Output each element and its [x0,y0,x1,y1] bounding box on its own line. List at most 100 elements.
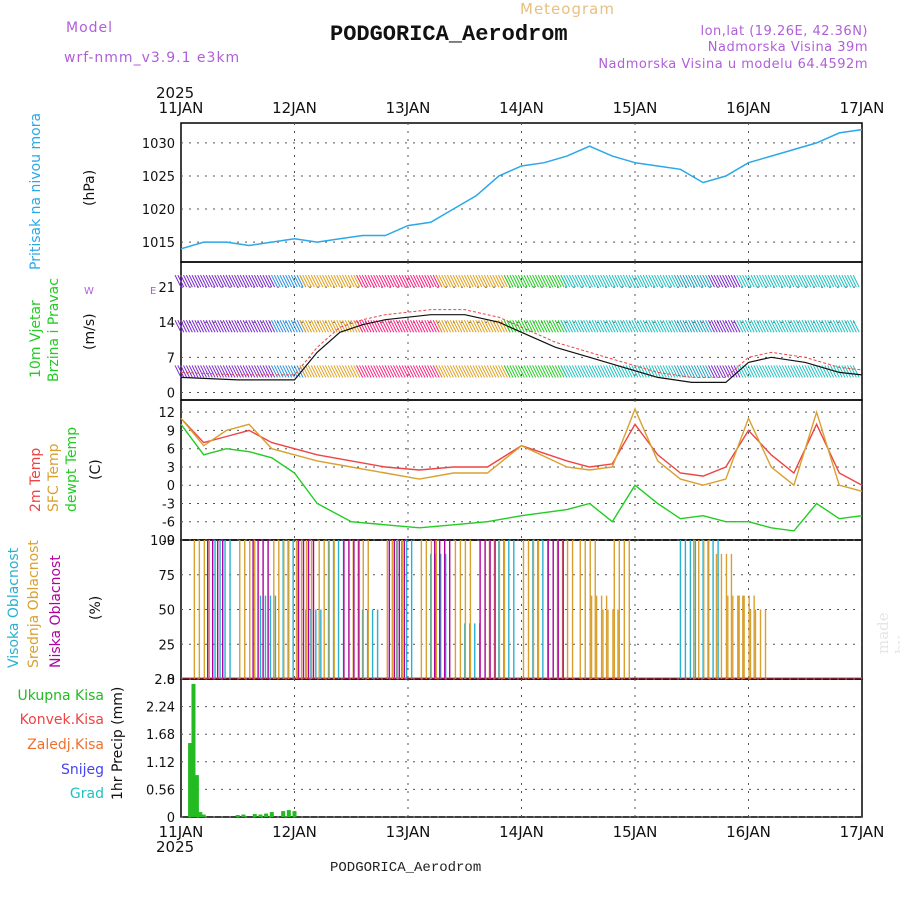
wind-barb [554,320,562,333]
wind-barb [370,365,378,378]
wind-barb [696,320,704,333]
y-tick-label: 2.8 [154,673,175,688]
wind-barb [458,320,466,333]
wind-barb [290,320,298,333]
wind-barb [620,274,627,288]
wind-barb [185,365,193,378]
wind-barb [427,320,434,333]
wind-barb [191,365,199,378]
wind-barb [648,274,656,288]
wind-barb [847,365,854,378]
wind-barb [580,274,588,288]
wind-barb [319,274,327,288]
wind-barb [611,365,619,378]
wind-barb [444,274,452,288]
wind-barb [219,274,227,288]
wind-barb [725,320,732,333]
y-tick-label: -9 [162,534,175,549]
wind-barb [727,320,735,333]
wind-barb [838,274,846,288]
wind-barb [222,274,230,288]
wind-barb [637,365,644,378]
wind-barb [327,320,335,333]
y-tick-label: 1020 [142,203,175,218]
wind-barb [776,274,783,288]
wind-barb [532,365,539,378]
precip-bar [198,812,203,817]
y-tick-label: 2.24 [146,701,175,716]
wind-barb [798,274,806,288]
wind-barb [810,365,818,378]
wind-barb [239,274,247,288]
wind-barb [645,320,653,333]
wind-barb [812,365,820,378]
wind-barb [744,274,752,288]
y-tick-label: 75 [158,569,175,584]
wind-barb [784,365,792,378]
wind-barb [475,320,483,333]
wind-barb [412,274,420,288]
wind-barb [347,320,355,333]
wind-barb [307,320,315,333]
wind-barb [534,274,542,288]
wind-barb [810,274,818,288]
wind-barb [847,320,854,333]
wind-barb [591,274,599,288]
wind-barb [387,274,395,288]
wind-barb [302,365,310,378]
wind-barb [690,274,698,288]
wind-barb [299,320,307,333]
wind-barb [347,274,355,288]
x-tick-label-top: 13JAN [386,99,431,117]
wind-barb [313,320,321,333]
wind-barb [597,320,605,333]
wind-barb [395,274,403,288]
wind-barb [747,320,755,333]
wind-barb [546,274,554,288]
wind-barb [412,320,420,333]
wind-barb [679,320,687,333]
wind-barb [795,274,803,288]
wind-barb [435,320,443,333]
wind-barb [211,274,219,288]
wind-barb [285,320,293,333]
wind-barb [279,274,287,288]
wind-barb [725,274,732,288]
wind-barb [770,365,778,378]
wind-barb [458,365,466,378]
wind-barb [654,320,661,333]
wind-barb [696,274,704,288]
wind-barb [583,274,591,288]
wind-dir-e: E [150,286,157,297]
wind-barb [444,320,452,333]
wind-barb [211,365,219,378]
wind-barb [208,365,216,378]
wind-barb [205,274,213,288]
wind-barb [305,274,312,288]
wind-barb [761,365,769,378]
wind-barb [594,320,602,333]
wind-barb [259,365,267,378]
wind-barb [665,274,673,288]
wind-barb [344,320,352,333]
legend-total-rain: Ukupna Kisa [17,688,104,704]
wind-barb [847,274,854,288]
precip-bar [188,743,193,817]
wind-barb [381,365,389,378]
wind-barb [322,274,329,288]
wind-barb [475,274,483,288]
wind-barb [577,320,585,333]
wind-barb [256,274,264,288]
wind-barb [637,320,644,333]
wind-barb [279,365,287,378]
wind-barb [194,365,202,378]
wind-barb [591,320,599,333]
wind-barb [398,365,406,378]
wind-barb [421,320,429,333]
elevation-label: Nadmorska Visina 39m [707,40,868,55]
wind-barb [285,274,293,288]
wind-barb [605,320,613,333]
wind-barb [588,320,596,333]
wind-barb [560,274,568,288]
x-tick-label-top: 17JAN [840,99,885,117]
